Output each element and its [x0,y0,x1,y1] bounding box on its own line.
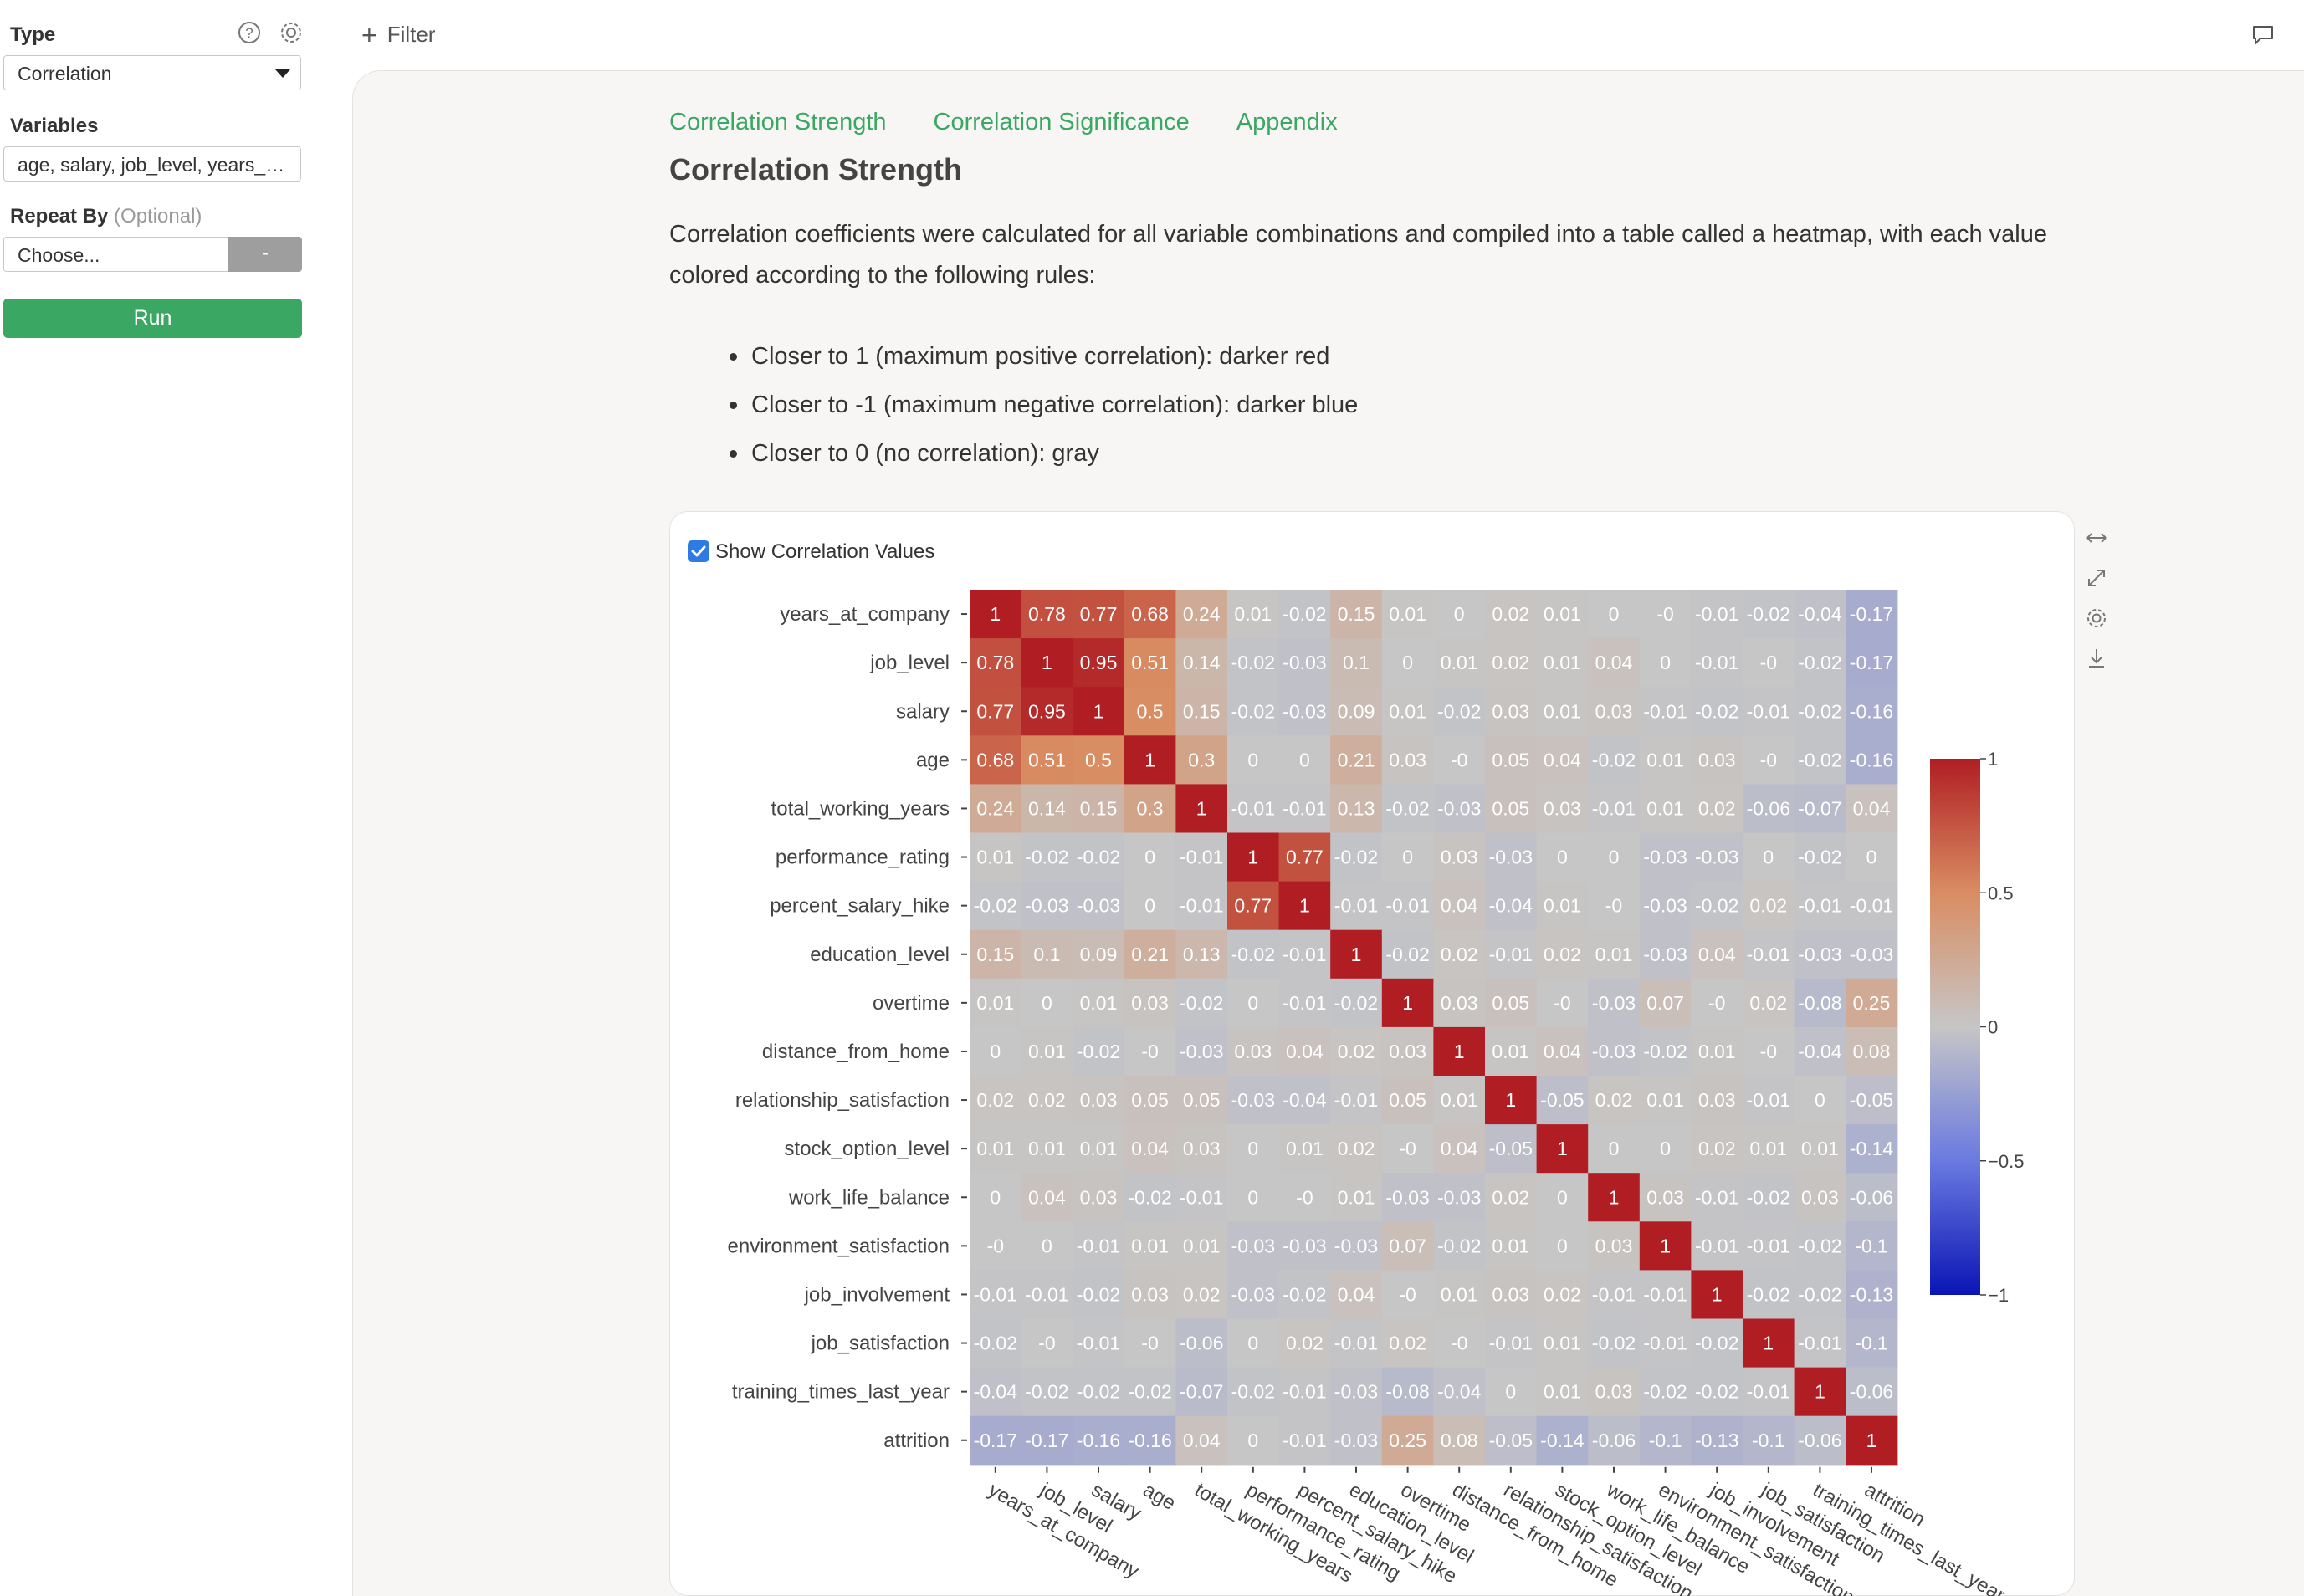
repeat-by-text: Repeat By [10,205,109,228]
variables-input[interactable]: age, salary, job_level, years_at_company… [3,146,301,182]
fullscreen-icon[interactable] [2084,565,2109,591]
repeat-by-clear-button[interactable]: - [228,237,302,272]
svg-text:?: ? [245,25,253,41]
variables-label: Variables [10,115,99,137]
gear-icon[interactable] [279,20,304,45]
comment-icon[interactable] [2250,23,2276,47]
repeat-by-label: Repeat By (Optional) [10,205,202,228]
run-button[interactable]: Run [3,299,302,338]
filter-label: Filter [387,22,436,47]
tab-correlation-significance[interactable]: Correlation Significance [933,109,1190,136]
rule-item: Closer to 0 (no correlation): gray [728,429,1358,478]
settings-icon[interactable] [2084,606,2109,631]
rules-list: Closer to 1 (maximum positive correlatio… [728,332,1358,478]
show-values-label: Show Correlation Values [715,540,935,563]
type-label: Type [10,23,56,46]
repeat-by-optional: (Optional) [114,205,202,228]
show-values-checkbox[interactable] [688,540,709,562]
chart-card [669,511,2075,1596]
expand-horizontal-icon[interactable] [2084,525,2109,550]
type-select-value: Correlation [18,63,112,84]
chevron-down-icon [275,69,290,78]
tab-appendix[interactable]: Appendix [1236,109,1338,136]
plus-icon: + [361,20,377,50]
description: Correlation coefficients were calculated… [669,221,2047,289]
rule-item: Closer to 1 (maximum positive correlatio… [728,332,1358,381]
download-icon[interactable] [2084,646,2109,671]
sidebar: Type ? Correlation Variables age, salary… [0,0,351,1596]
repeat-by-select[interactable]: Choose... [3,237,229,272]
help-icon[interactable]: ? [237,20,262,45]
tab-correlation-strength[interactable]: Correlation Strength [669,109,887,136]
rule-item: Closer to -1 (maximum negative correlati… [728,381,1358,429]
filter-button[interactable]: + Filter [361,20,435,51]
type-select[interactable]: Correlation [3,55,301,90]
section-title: Correlation Strength [669,152,963,187]
section-tabs: Correlation Strength Correlation Signific… [669,109,1385,136]
